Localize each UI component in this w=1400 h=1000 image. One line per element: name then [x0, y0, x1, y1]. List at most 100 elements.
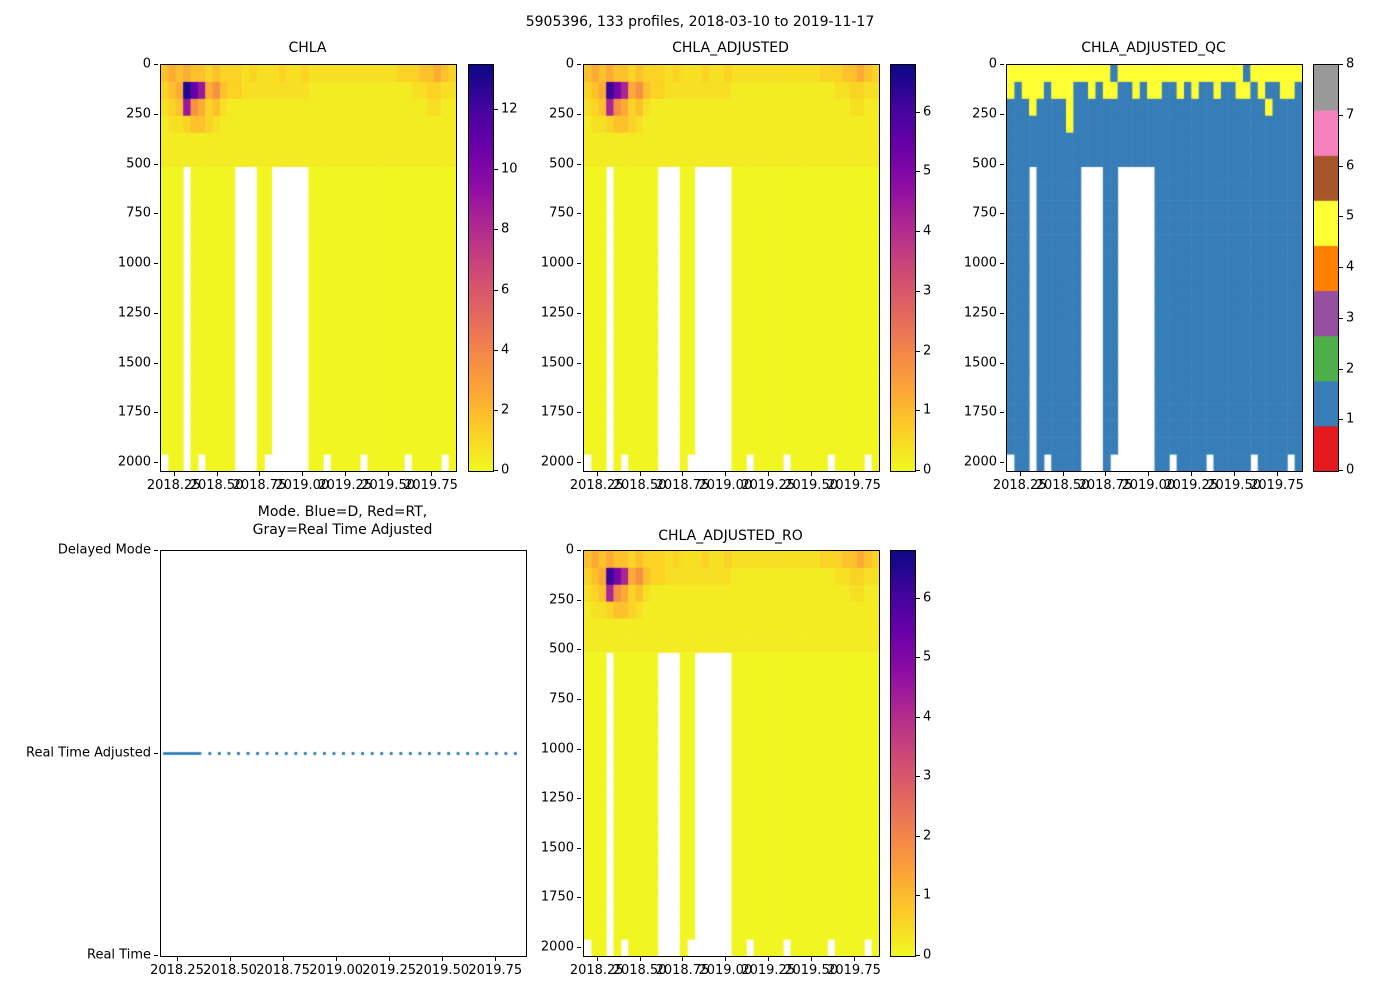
colorbar-tick-label: 0 [1346, 462, 1355, 478]
colorbar-tick-label: 4 [501, 342, 510, 358]
colorbar-tick-mark [916, 231, 920, 233]
depth-tick-mark [577, 113, 581, 115]
colorbar-tick-label: 10 [501, 161, 518, 177]
title-chla-adjusted-ro: CHLA_ADJUSTED_RO [658, 528, 803, 544]
colorbar-tick-mark [1339, 419, 1343, 421]
x-tick-label: 2019.00 [698, 963, 753, 978]
colorbar-tick-mark [1339, 114, 1343, 116]
depth-tick-mark [1000, 462, 1004, 464]
depth-tick-mark [577, 798, 581, 800]
depth-tick-mark [154, 412, 158, 414]
colorbar-chla-adjusted-ro [890, 550, 916, 957]
x-tick-label: 2018.50 [612, 963, 667, 978]
chla-adjusted-colorbar-canvas [891, 65, 915, 471]
heatmap-panel-chla-adjusted-ro [583, 550, 880, 957]
x-tick-mark [1191, 472, 1193, 476]
depth-tick-label: 0 [565, 542, 574, 558]
title-chla: CHLA [288, 40, 327, 56]
x-tick-mark [216, 472, 218, 476]
colorbar-tick-mark [916, 350, 920, 352]
x-tick-label: 2018.50 [203, 963, 257, 978]
colorbar-tick-label: 2 [923, 828, 932, 844]
colorbar-tick-mark [916, 171, 920, 173]
x-tick-mark [336, 957, 338, 961]
depth-tick-mark [154, 113, 158, 115]
depth-tick-label: 1750 [963, 404, 997, 420]
x-tick-mark [768, 957, 770, 961]
colorbar-tick-label: 1 [923, 402, 932, 418]
x-tick-label: 2019.50 [1207, 478, 1261, 493]
colorbar-tick-mark [494, 409, 498, 411]
depth-tick-label: 750 [549, 691, 574, 707]
depth-tick-label: 250 [972, 106, 997, 122]
x-tick-label: 2019.50 [784, 478, 838, 493]
depth-tick-label: 250 [549, 592, 574, 608]
depth-tick-mark [1000, 412, 1004, 414]
heatmap-panel-chla-adjusted [583, 64, 880, 472]
x-tick-mark [173, 472, 175, 476]
depth-tick-label: 1250 [540, 790, 574, 806]
depth-tick-label: 750 [972, 205, 997, 221]
x-tick-label: 2018.50 [189, 478, 244, 493]
x-tick-mark [639, 472, 641, 476]
x-tick-mark [725, 472, 727, 476]
x-tick-mark [1105, 472, 1107, 476]
depth-tick-label: 1000 [117, 255, 151, 271]
x-tick-label: 2019.75 [1250, 478, 1304, 493]
x-tick-mark [495, 957, 497, 961]
x-tick-label: 2018.75 [655, 963, 710, 978]
colorbar-tick-mark [1339, 165, 1343, 167]
depth-tick-mark [577, 263, 581, 265]
depth-tick-label: 1000 [963, 255, 997, 271]
colorbar-tick-mark [494, 229, 498, 231]
depth-tick-mark [577, 462, 581, 464]
depth-tick-mark [577, 698, 581, 700]
colorbar-chla-adjusted [890, 64, 916, 472]
colorbar-tick-label: 4 [923, 223, 932, 239]
depth-tick-mark [1000, 113, 1004, 115]
chla-adjusted-qc-colorbar-canvas [1314, 65, 1338, 471]
x-tick-label: 2019.25 [362, 963, 417, 978]
x-tick-mark [811, 957, 813, 961]
depth-tick-label: 1500 [963, 355, 997, 371]
colorbar-tick-label: 2 [1346, 361, 1355, 376]
colorbar-tick-mark [916, 410, 920, 412]
depth-tick-label: 500 [126, 156, 151, 171]
x-tick-mark [725, 957, 727, 961]
x-tick-label: 2019.00 [275, 478, 330, 493]
mode-line-canvas [161, 551, 526, 956]
depth-tick-mark [1000, 362, 1004, 364]
colorbar-tick-mark [1339, 64, 1343, 65]
x-tick-label: 2019.25 [1164, 478, 1219, 493]
x-tick-label: 2018.25 [569, 478, 624, 493]
x-tick-mark [302, 472, 304, 476]
depth-tick-mark [154, 163, 158, 165]
x-tick-label: 2018.75 [655, 478, 710, 493]
colorbar-tick-mark [916, 776, 920, 778]
colorbar-tick-mark [916, 716, 920, 718]
title-chla-adjusted: CHLA_ADJUSTED [672, 40, 789, 56]
x-tick-label: 2018.75 [256, 963, 310, 978]
depth-tick-label: 2000 [963, 454, 997, 470]
x-tick-mark [1234, 472, 1236, 476]
x-tick-label: 2018.50 [1035, 478, 1090, 493]
colorbar-tick-mark [1339, 368, 1343, 370]
colorbar-tick-label: 4 [1346, 259, 1355, 275]
mode-tick-mark [154, 955, 158, 956]
mode-tick-mark [154, 752, 158, 754]
title-chla-adjusted-qc: CHLA_ADJUSTED_QC [1081, 40, 1226, 56]
colorbar-tick-label: 8 [501, 221, 510, 237]
colorbar-tick-label: 1 [923, 887, 932, 903]
depth-tick-mark [577, 163, 581, 165]
x-tick-mark [1062, 472, 1064, 476]
x-tick-mark [283, 957, 285, 961]
depth-tick-mark [154, 362, 158, 364]
colorbar-tick-label: 4 [923, 709, 932, 725]
depth-tick-mark [1000, 64, 1004, 65]
depth-tick-label: 500 [549, 641, 574, 657]
chla-adjusted-ro-heatmap-canvas [584, 551, 879, 956]
depth-tick-label: 1250 [540, 305, 574, 321]
colorbar-tick-label: 12 [501, 101, 518, 117]
colorbar-tick-label: 3 [923, 768, 932, 784]
depth-tick-label: 500 [972, 156, 997, 171]
